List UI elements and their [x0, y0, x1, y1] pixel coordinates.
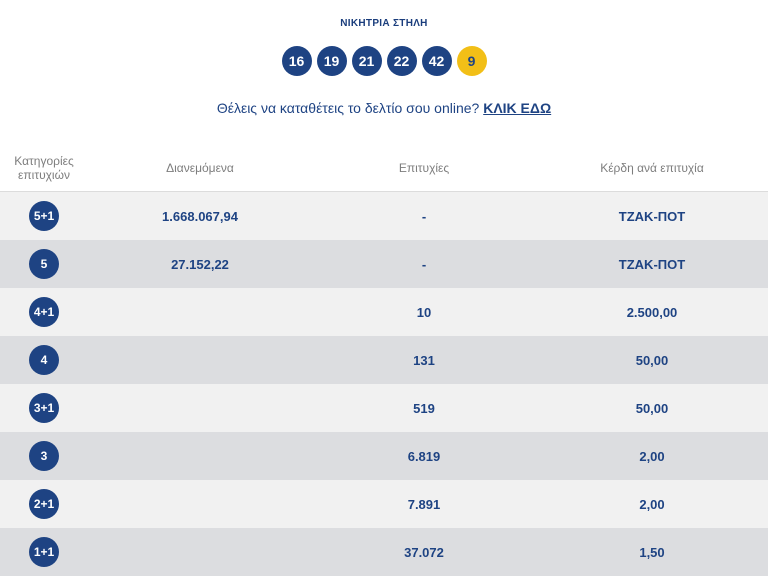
click-here-link[interactable]: ΚΛΙΚ ΕΔΩ: [483, 100, 552, 116]
number-ball: 19: [316, 46, 347, 76]
prize-cell: 50,00: [635, 352, 669, 368]
winners-cell: 7.891: [407, 496, 441, 512]
table-row: 4 131 50,00: [0, 336, 768, 384]
prize-cell: ΤΖΑΚ-ΠΟΤ: [618, 208, 686, 224]
prize-cell: 50,00: [635, 400, 669, 416]
table-row: 3+1 519 50,00: [0, 384, 768, 432]
winners-cell: -: [421, 256, 427, 272]
table-row: 3 6.819 2,00: [0, 432, 768, 480]
table-row: 1+1 37.072 1,50: [0, 528, 768, 576]
category-badge: 3+1: [29, 393, 59, 423]
number-ball: 16: [281, 46, 312, 76]
number-ball: 42: [421, 46, 452, 76]
prize-cell: 2,00: [639, 448, 665, 464]
winning-numbers: 16 19 21 22 42 9: [0, 46, 768, 76]
promo-text: Θέλεις να καταθέτεις το δελτίο σου onlin…: [216, 100, 484, 116]
distributed-cell: 27.152,22: [171, 256, 229, 272]
winners-cell: -: [421, 208, 427, 224]
header-category-line1: Κατηγορίες: [14, 154, 74, 168]
table-row: 5+1 1.668.067,94 - ΤΖΑΚ-ΠΟΤ: [0, 192, 768, 240]
category-badge: 4: [29, 345, 59, 375]
header-distributed: Διανεμόμενα: [166, 161, 234, 175]
category-badge: 3: [29, 441, 59, 471]
winners-cell: 519: [413, 400, 435, 416]
prize-cell: ΤΖΑΚ-ΠΟΤ: [618, 256, 686, 272]
number-ball: 22: [386, 46, 417, 76]
category-badge: 5+1: [29, 201, 59, 231]
winners-cell: 10: [416, 304, 432, 320]
winners-cell: 131: [413, 352, 435, 368]
table-row: 2+1 7.891 2,00: [0, 480, 768, 528]
category-badge: 5: [29, 249, 59, 279]
bonus-ball: 9: [456, 46, 487, 76]
category-badge: 1+1: [29, 537, 59, 567]
header-prize: Κέρδη ανά επιτυχία: [600, 161, 704, 175]
header-category: Κατηγορίες επιτυχιών: [0, 154, 88, 182]
category-badge: 2+1: [29, 489, 59, 519]
prize-cell: 2,00: [639, 496, 665, 512]
prize-table: Κατηγορίες επιτυχιών Διανεμόμενα Επιτυχί…: [0, 145, 768, 576]
category-badge: 4+1: [29, 297, 59, 327]
header-category-line2: επιτυχιών: [18, 168, 70, 182]
online-promo: Θέλεις να καταθέτεις το δελτίο σου onlin…: [0, 100, 768, 116]
table-header: Κατηγορίες επιτυχιών Διανεμόμενα Επιτυχί…: [0, 145, 768, 192]
winners-cell: 6.819: [407, 448, 441, 464]
distributed-cell: 1.668.067,94: [162, 208, 238, 224]
table-row: 4+1 10 2.500,00: [0, 288, 768, 336]
prize-cell: 2.500,00: [626, 304, 678, 320]
winning-column-title: ΝΙΚΗΤΡΙΑ ΣΤΗΛΗ: [340, 18, 428, 29]
table-row: 5 27.152,22 - ΤΖΑΚ-ΠΟΤ: [0, 240, 768, 288]
prize-cell: 1,50: [639, 544, 665, 560]
winners-cell: 37.072: [404, 544, 444, 560]
number-ball: 21: [351, 46, 382, 76]
header-winners: Επιτυχίες: [398, 161, 450, 175]
